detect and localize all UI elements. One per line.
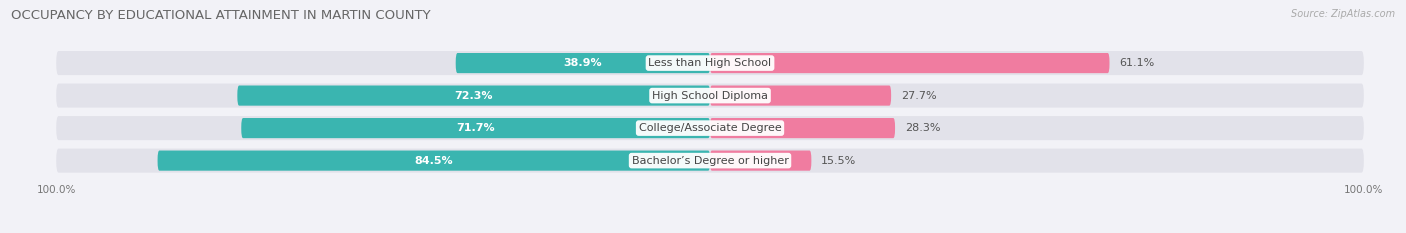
Text: High School Diploma: High School Diploma bbox=[652, 91, 768, 101]
Text: 15.5%: 15.5% bbox=[821, 156, 856, 166]
FancyBboxPatch shape bbox=[710, 151, 811, 171]
Text: 28.3%: 28.3% bbox=[905, 123, 941, 133]
Text: 84.5%: 84.5% bbox=[415, 156, 453, 166]
FancyBboxPatch shape bbox=[710, 53, 1109, 73]
Text: Source: ZipAtlas.com: Source: ZipAtlas.com bbox=[1291, 9, 1395, 19]
Text: OCCUPANCY BY EDUCATIONAL ATTAINMENT IN MARTIN COUNTY: OCCUPANCY BY EDUCATIONAL ATTAINMENT IN M… bbox=[11, 9, 430, 22]
Text: 61.1%: 61.1% bbox=[1119, 58, 1154, 68]
Text: 72.3%: 72.3% bbox=[454, 91, 494, 101]
Text: College/Associate Degree: College/Associate Degree bbox=[638, 123, 782, 133]
FancyBboxPatch shape bbox=[56, 84, 1364, 108]
FancyBboxPatch shape bbox=[56, 116, 1364, 140]
FancyBboxPatch shape bbox=[56, 51, 1364, 75]
FancyBboxPatch shape bbox=[710, 86, 891, 106]
FancyBboxPatch shape bbox=[56, 149, 1364, 173]
Text: Bachelor’s Degree or higher: Bachelor’s Degree or higher bbox=[631, 156, 789, 166]
Text: Less than High School: Less than High School bbox=[648, 58, 772, 68]
Text: 71.7%: 71.7% bbox=[457, 123, 495, 133]
FancyBboxPatch shape bbox=[456, 53, 710, 73]
FancyBboxPatch shape bbox=[242, 118, 710, 138]
FancyBboxPatch shape bbox=[238, 86, 710, 106]
Text: 27.7%: 27.7% bbox=[901, 91, 936, 101]
FancyBboxPatch shape bbox=[710, 118, 896, 138]
Text: 38.9%: 38.9% bbox=[564, 58, 602, 68]
Legend: Owner-occupied, Renter-occupied: Owner-occupied, Renter-occupied bbox=[595, 230, 825, 233]
FancyBboxPatch shape bbox=[157, 151, 710, 171]
